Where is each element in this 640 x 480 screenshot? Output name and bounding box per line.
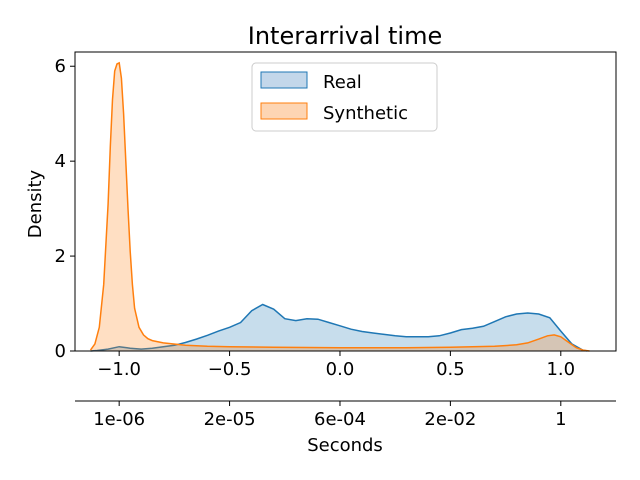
y-axis-ticks: 0 2 4 6 xyxy=(55,56,75,362)
legend-label-real: Real xyxy=(323,72,362,93)
line-synthetic xyxy=(89,61,590,352)
legend-swatch-real xyxy=(260,71,308,89)
secondary-x-tick-label: 1e-06 xyxy=(93,409,145,430)
y-tick-label: 4 xyxy=(55,151,66,172)
secondary-x-tick-label: 2e-05 xyxy=(204,409,256,430)
chart-title: Interarrival time xyxy=(248,22,442,50)
x-tick-label: −0.5 xyxy=(208,359,252,380)
area-real xyxy=(90,304,588,351)
y-axis-label: Density xyxy=(25,169,46,238)
secondary-x-tick-label: 6e-04 xyxy=(314,409,366,430)
x-tick-label: −1.0 xyxy=(97,359,141,380)
x-tick-label: 0.0 xyxy=(326,359,355,380)
x-tick-label: 1.0 xyxy=(546,359,575,380)
secondary-x-axis-ticks: 1e-06 2e-05 6e-04 2e-02 1 xyxy=(93,401,567,430)
x-axis-label: Seconds xyxy=(307,435,383,456)
line-real xyxy=(90,303,588,352)
x-tick-label: 0.5 xyxy=(436,359,465,380)
legend-swatch-synthetic xyxy=(260,102,308,120)
secondary-x-tick-label: 2e-02 xyxy=(424,409,476,430)
x-axis-ticks: −1.0 −0.5 0.0 0.5 1.0 xyxy=(97,351,575,380)
plot-frame xyxy=(74,51,617,352)
legend: Real Synthetic xyxy=(251,62,438,132)
series-layer xyxy=(89,61,590,352)
legend-label-synthetic: Synthetic xyxy=(323,103,408,124)
y-tick-label: 6 xyxy=(55,56,66,77)
y-tick-label: 0 xyxy=(55,341,66,362)
secondary-x-tick-label: 1 xyxy=(555,409,566,430)
y-tick-label: 2 xyxy=(55,246,66,267)
